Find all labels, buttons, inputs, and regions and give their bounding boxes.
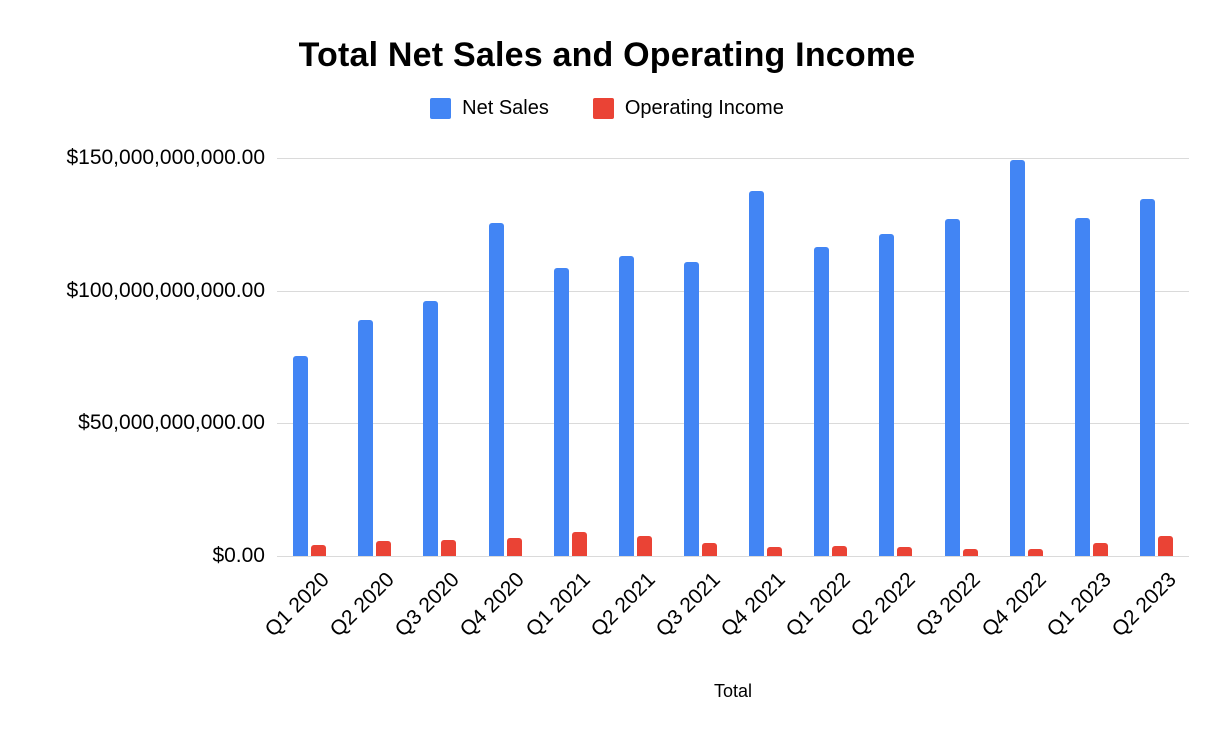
bar-net-sales[interactable] — [553, 268, 569, 556]
bar-operating-income[interactable] — [311, 545, 327, 556]
bar-net-sales[interactable] — [1009, 160, 1025, 556]
bar-net-sales[interactable] — [618, 255, 634, 556]
x-axis-category-label: Q3 2020 — [390, 568, 465, 642]
bar-net-sales[interactable] — [1139, 199, 1155, 556]
y-axis-tick-label: $0.00 — [212, 544, 265, 567]
bar-operating-income[interactable] — [767, 546, 783, 556]
x-axis-category-label: Q2 2021 — [586, 568, 660, 642]
x-axis-category-label: Q4 2022 — [977, 568, 1051, 642]
y-axis: $0.00 $50,000,000,000.00 $100,000,000,000.… — [0, 146, 265, 567]
bar-operating-income[interactable] — [962, 549, 978, 556]
x-axis-category-label: Q2 2023 — [1107, 568, 1181, 642]
x-axis-title: Total — [713, 681, 753, 701]
bar-operating-income[interactable] — [441, 539, 457, 556]
legend: Net Sales Operating Income — [0, 97, 1214, 120]
x-axis: Q1 2020 Q2 2020 Q3 2020 Q4 2020 Q1 2021 Q2 20… — [261, 568, 1189, 678]
x-axis-category-label: Q2 2022 — [846, 568, 921, 642]
bar-operating-income[interactable] — [832, 546, 848, 556]
legend-label-operating-income: Operating Income — [624, 97, 784, 119]
bar-net-sales[interactable] — [293, 355, 309, 556]
x-axis-category-label: Q1 2020 — [260, 568, 334, 642]
legend-swatch-net-sales-icon — [430, 98, 452, 119]
bar-net-sales[interactable] — [358, 320, 374, 556]
y-axis-tick-label: $50,000,000,000.00 — [78, 411, 265, 435]
bar-net-sales[interactable] — [879, 234, 895, 556]
bar-net-sales[interactable] — [1074, 217, 1090, 556]
legend-item-net-sales: Net Sales — [430, 97, 549, 120]
legend-label-net-sales: Net Sales — [462, 97, 549, 119]
x-axis-category-label: Q3 2021 — [651, 568, 725, 642]
bar-net-sales[interactable] — [423, 301, 439, 556]
bar-net-sales[interactable] — [814, 247, 830, 556]
bar-operating-income[interactable] — [1157, 535, 1173, 556]
bar-operating-income[interactable] — [376, 540, 392, 556]
x-axis-category-label: Q1 2021 — [521, 568, 595, 642]
x-axis-category-label: Q1 2023 — [1042, 568, 1116, 642]
gridline — [277, 423, 1189, 425]
bar-operating-income[interactable] — [701, 543, 717, 556]
x-axis-category-label: Q4 2020 — [456, 568, 530, 642]
plot-area — [277, 158, 1189, 557]
gridline — [277, 158, 1189, 159]
gridline — [277, 556, 1189, 557]
gridline — [277, 290, 1189, 292]
bar-net-sales[interactable] — [488, 222, 504, 556]
bar-net-sales[interactable] — [749, 191, 765, 556]
bar-operating-income[interactable] — [1027, 548, 1043, 556]
bar-net-sales[interactable] — [683, 262, 699, 556]
bar-operating-income[interactable] — [1092, 543, 1108, 556]
x-axis-category-label: Q2 2020 — [325, 568, 399, 642]
legend-item-operating-income: Operating Income — [592, 97, 784, 120]
x-axis-category-label: Q3 2022 — [912, 568, 986, 642]
legend-swatch-operating-income-icon — [592, 98, 614, 119]
chart-title: Total Net Sales and Operating Income — [298, 36, 916, 74]
y-axis-tick-label: $150,000,000,000.00 — [66, 146, 265, 169]
bar-operating-income[interactable] — [636, 535, 652, 556]
bar-operating-income[interactable] — [571, 532, 587, 556]
bar-net-sales[interactable] — [944, 218, 960, 556]
x-axis-category-label: Q4 2021 — [716, 568, 790, 642]
x-axis-category-label: Q1 2022 — [781, 568, 855, 642]
y-axis-tick-label: $100,000,000,000.00 — [66, 278, 265, 302]
bar-operating-income[interactable] — [506, 537, 522, 556]
bar-operating-income[interactable] — [897, 547, 913, 556]
